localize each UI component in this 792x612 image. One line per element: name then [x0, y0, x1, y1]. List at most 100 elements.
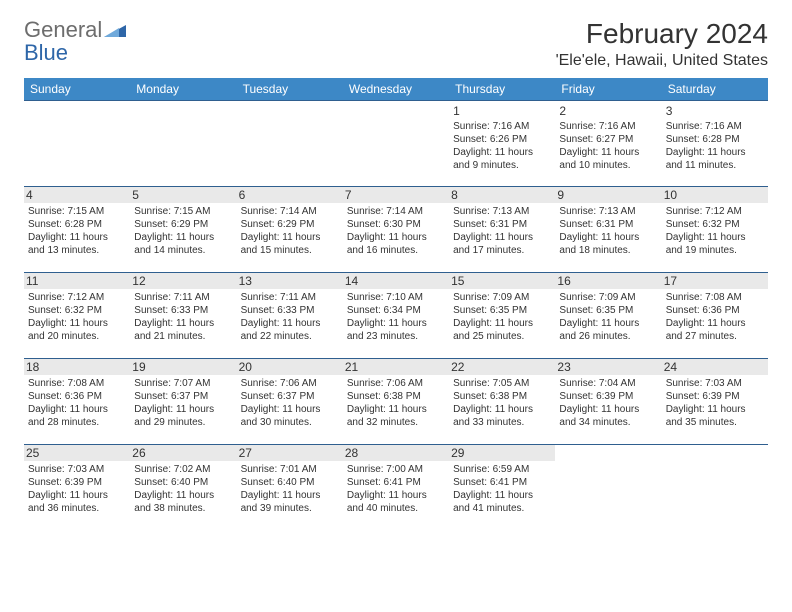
day-number: 18	[24, 359, 130, 375]
day-details: Sunrise: 7:04 AMSunset: 6:39 PMDaylight:…	[559, 377, 657, 429]
day-number: 29	[449, 445, 555, 461]
logo-text-blue: Blue	[24, 40, 68, 65]
day-number: 11	[24, 273, 130, 289]
calendar-day-cell: 17 Sunrise: 7:08 AMSunset: 6:36 PMDayligh…	[662, 273, 768, 359]
day-details: Sunrise: 7:12 AMSunset: 6:32 PMDaylight:…	[666, 205, 764, 257]
calendar-empty-cell	[662, 445, 768, 531]
day-number: 22	[449, 359, 555, 375]
calendar-day-cell: 26Sunrise: 7:02 AMSunset: 6:40 PMDayligh…	[130, 445, 236, 531]
day-details: Sunrise: 7:02 AMSunset: 6:40 PMDaylight:…	[134, 463, 232, 515]
calendar-day-cell: 28 Sunrise: 7:00 AMSunset: 6:41 PMDayligh…	[343, 445, 449, 531]
calendar-day-cell: 7Sunrise: 7:14 AMSunset: 6:30 PMDaylight…	[343, 187, 449, 273]
day-details: Sunrise: 7:05 AMSunset: 6:38 PMDaylight:…	[453, 377, 551, 429]
calendar-day-cell: 23 Sunrise: 7:04 AMSunset: 6:39 PMDayligh…	[555, 359, 661, 445]
day-details: Sunrise: 7:08 AMSunset: 6:36 PMDaylight:…	[28, 377, 126, 429]
calendar-week-row: 4 Sunrise: 7:15 AMSunset: 6:28 PMDaylight…	[24, 187, 768, 273]
calendar-week-row: 25Sunrise: 7:03 AMSunset: 6:39 PMDayligh…	[24, 445, 768, 531]
day-details: Sunrise: 7:06 AMSunset: 6:37 PMDaylight:…	[241, 377, 339, 429]
calendar-empty-cell	[555, 445, 661, 531]
location: 'Ele'ele, Hawaii, United States	[556, 52, 768, 70]
day-details: Sunrise: 7:14 AMSunset: 6:29 PMDaylight:…	[241, 205, 339, 257]
weekday-header: Saturday	[662, 78, 768, 101]
calendar-day-cell: 22 Sunrise: 7:05 AMSunset: 6:38 PMDayligh…	[449, 359, 555, 445]
calendar-day-cell: 24Sunrise: 7:03 AMSunset: 6:39 PMDayligh…	[662, 359, 768, 445]
day-number: 16	[555, 273, 661, 289]
weekday-header: Tuesday	[237, 78, 343, 101]
day-details: Sunrise: 7:10 AMSunset: 6:34 PMDaylight:…	[347, 291, 445, 343]
day-details: Sunrise: 7:15 AMSunset: 6:28 PMDaylight:…	[28, 205, 126, 257]
calendar-header-row: SundayMondayTuesdayWednesdayThursdayFrid…	[24, 78, 768, 101]
day-details: Sunrise: 7:08 AMSunset: 6:36 PMDaylight:…	[666, 291, 764, 343]
day-number: 5	[130, 187, 236, 203]
logo: GeneralBlue	[24, 18, 126, 64]
calendar-day-cell: 11 Sunrise: 7:12 AMSunset: 6:32 PMDayligh…	[24, 273, 130, 359]
day-details: Sunrise: 7:16 AMSunset: 6:28 PMDaylight:…	[666, 120, 764, 172]
day-number: 23	[555, 359, 661, 375]
calendar-week-row: 18 Sunrise: 7:08 AMSunset: 6:36 PMDayligh…	[24, 359, 768, 445]
day-details: Sunrise: 7:15 AMSunset: 6:29 PMDaylight:…	[134, 205, 232, 257]
header: GeneralBlue February 2024 'Ele'ele, Hawa…	[24, 18, 768, 70]
day-details: Sunrise: 7:00 AMSunset: 6:41 PMDaylight:…	[347, 463, 445, 515]
day-number: 7	[343, 187, 449, 203]
weekday-header: Wednesday	[343, 78, 449, 101]
calendar-empty-cell	[24, 101, 130, 187]
day-details: Sunrise: 6:59 AMSunset: 6:41 PMDaylight:…	[453, 463, 551, 515]
calendar-day-cell: 6 Sunrise: 7:14 AMSunset: 6:29 PMDaylight…	[237, 187, 343, 273]
day-number: 6	[237, 187, 343, 203]
day-number: 10	[662, 187, 768, 203]
day-details: Sunrise: 7:07 AMSunset: 6:37 PMDaylight:…	[134, 377, 232, 429]
day-details: Sunrise: 7:06 AMSunset: 6:38 PMDaylight:…	[347, 377, 445, 429]
weekday-header: Thursday	[449, 78, 555, 101]
calendar-day-cell: 13 Sunrise: 7:11 AMSunset: 6:33 PMDayligh…	[237, 273, 343, 359]
day-number: 28	[343, 445, 449, 461]
calendar-day-cell: 15 Sunrise: 7:09 AMSunset: 6:35 PMDayligh…	[449, 273, 555, 359]
calendar-week-row: 11 Sunrise: 7:12 AMSunset: 6:32 PMDayligh…	[24, 273, 768, 359]
calendar-day-cell: 12 Sunrise: 7:11 AMSunset: 6:33 PMDayligh…	[130, 273, 236, 359]
day-number: 1	[453, 104, 551, 118]
calendar-day-cell: 18 Sunrise: 7:08 AMSunset: 6:36 PMDayligh…	[24, 359, 130, 445]
calendar-day-cell: 16 Sunrise: 7:09 AMSunset: 6:35 PMDayligh…	[555, 273, 661, 359]
calendar-day-cell: 10 Sunrise: 7:12 AMSunset: 6:32 PMDayligh…	[662, 187, 768, 273]
day-number: 4	[24, 187, 130, 203]
day-details: Sunrise: 7:12 AMSunset: 6:32 PMDaylight:…	[28, 291, 126, 343]
calendar-day-cell: 27Sunrise: 7:01 AMSunset: 6:40 PMDayligh…	[237, 445, 343, 531]
calendar-week-row: 1Sunrise: 7:16 AMSunset: 6:26 PMDaylight…	[24, 101, 768, 187]
day-details: Sunrise: 7:09 AMSunset: 6:35 PMDaylight:…	[453, 291, 551, 343]
calendar-day-cell: 1Sunrise: 7:16 AMSunset: 6:26 PMDaylight…	[449, 101, 555, 187]
day-details: Sunrise: 7:16 AMSunset: 6:27 PMDaylight:…	[559, 120, 657, 172]
calendar-day-cell: 21 Sunrise: 7:06 AMSunset: 6:38 PMDayligh…	[343, 359, 449, 445]
day-details: Sunrise: 7:13 AMSunset: 6:31 PMDaylight:…	[453, 205, 551, 257]
calendar-table: SundayMondayTuesdayWednesdayThursdayFrid…	[24, 78, 768, 531]
day-number: 15	[449, 273, 555, 289]
day-details: Sunrise: 7:01 AMSunset: 6:40 PMDaylight:…	[241, 463, 339, 515]
calendar-day-cell: 20 Sunrise: 7:06 AMSunset: 6:37 PMDayligh…	[237, 359, 343, 445]
calendar-day-cell: 9 Sunrise: 7:13 AMSunset: 6:31 PMDaylight…	[555, 187, 661, 273]
day-number: 12	[130, 273, 236, 289]
day-number: 17	[662, 273, 768, 289]
day-details: Sunrise: 7:11 AMSunset: 6:33 PMDaylight:…	[134, 291, 232, 343]
day-details: Sunrise: 7:09 AMSunset: 6:35 PMDaylight:…	[559, 291, 657, 343]
day-number: 2	[559, 104, 657, 118]
calendar-day-cell: 25Sunrise: 7:03 AMSunset: 6:39 PMDayligh…	[24, 445, 130, 531]
day-details: Sunrise: 7:03 AMSunset: 6:39 PMDaylight:…	[28, 463, 126, 515]
calendar-empty-cell	[237, 101, 343, 187]
day-number: 8	[449, 187, 555, 203]
calendar-day-cell: 4 Sunrise: 7:15 AMSunset: 6:28 PMDaylight…	[24, 187, 130, 273]
weekday-header: Monday	[130, 78, 236, 101]
logo-triangle-icon	[104, 18, 126, 41]
day-number: 3	[666, 104, 764, 118]
day-number: 20	[237, 359, 343, 375]
month-title: February 2024	[556, 18, 768, 50]
calendar-day-cell: 3 Sunrise: 7:16 AMSunset: 6:28 PMDaylight…	[662, 101, 768, 187]
day-number: 19	[130, 359, 236, 375]
day-details: Sunrise: 7:13 AMSunset: 6:31 PMDaylight:…	[559, 205, 657, 257]
day-number: 24	[662, 359, 768, 375]
calendar-empty-cell	[130, 101, 236, 187]
day-number: 9	[555, 187, 661, 203]
day-number: 13	[237, 273, 343, 289]
day-details: Sunrise: 7:11 AMSunset: 6:33 PMDaylight:…	[241, 291, 339, 343]
day-number: 21	[343, 359, 449, 375]
calendar-body: 1Sunrise: 7:16 AMSunset: 6:26 PMDaylight…	[24, 101, 768, 531]
calendar-page: GeneralBlue February 2024 'Ele'ele, Hawa…	[0, 0, 792, 549]
calendar-day-cell: 8 Sunrise: 7:13 AMSunset: 6:31 PMDaylight…	[449, 187, 555, 273]
